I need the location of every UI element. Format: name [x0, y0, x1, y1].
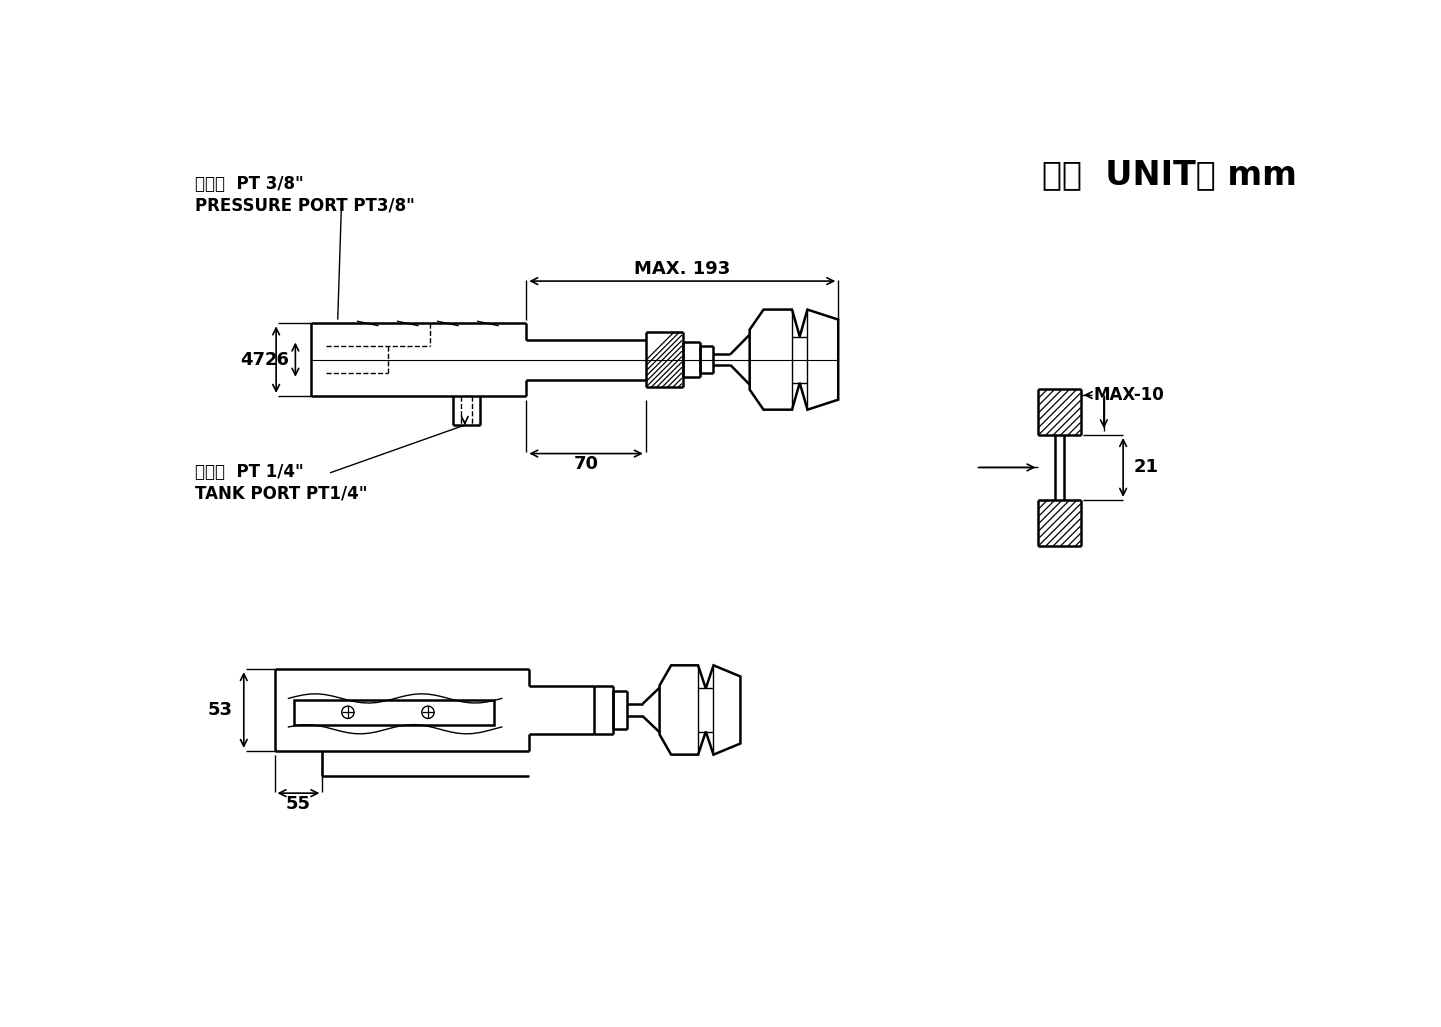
Text: MAX-10: MAX-10 [1094, 386, 1164, 404]
Text: 55: 55 [285, 795, 311, 813]
Text: 70: 70 [574, 455, 598, 473]
Text: TANK PORT PT1/4": TANK PORT PT1/4" [196, 485, 367, 502]
Text: 26: 26 [264, 350, 290, 369]
Text: PRESSURE PORT PT3/8": PRESSURE PORT PT3/8" [196, 196, 415, 215]
Text: 單位  UNIT： mm: 單位 UNIT： mm [1042, 158, 1297, 191]
Bar [294, 700, 494, 725]
Text: 47: 47 [241, 350, 265, 369]
Text: 壓力孔  PT 3/8": 壓力孔 PT 3/8" [196, 175, 304, 193]
Text: 回油孔  PT 1/4": 回油孔 PT 1/4" [196, 463, 304, 481]
Text: MAX. 193: MAX. 193 [634, 260, 731, 277]
Text: 21: 21 [1134, 458, 1159, 477]
Text: 53: 53 [208, 701, 233, 719]
